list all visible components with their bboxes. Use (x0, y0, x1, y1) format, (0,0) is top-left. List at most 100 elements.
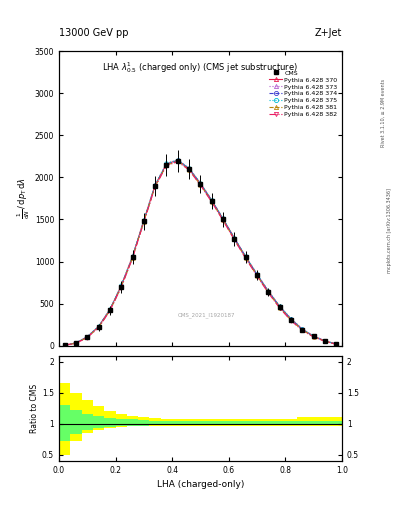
Pythia 6.428 381 (221, 217, 226, 223)
Pythia 6.428 375 (311, 333, 316, 339)
Pythia 6.428 375 (255, 271, 259, 277)
Pythia 6.428 382 (300, 327, 305, 333)
Pythia 6.428 381 (255, 272, 259, 279)
Pythia 6.428 381 (266, 289, 271, 295)
Pythia 6.428 374 (221, 216, 226, 222)
Pythia 6.428 381 (153, 183, 158, 189)
Pythia 6.428 375 (164, 160, 169, 166)
Pythia 6.428 375 (73, 340, 78, 346)
Pythia 6.428 375 (323, 338, 327, 344)
Pythia 6.428 381 (73, 340, 78, 346)
Pythia 6.428 375 (141, 217, 146, 223)
Text: 13000 GeV pp: 13000 GeV pp (59, 28, 129, 38)
Pythia 6.428 373 (96, 324, 101, 330)
Pythia 6.428 370 (334, 341, 339, 347)
Pythia 6.428 375 (300, 326, 305, 332)
Pythia 6.428 381 (300, 327, 305, 333)
Pythia 6.428 370 (221, 216, 226, 222)
Line: Pythia 6.428 382: Pythia 6.428 382 (63, 160, 338, 347)
Pythia 6.428 373 (221, 216, 226, 222)
Pythia 6.428 375 (243, 253, 248, 260)
Pythia 6.428 370 (108, 306, 112, 312)
Pythia 6.428 375 (175, 157, 180, 163)
Pythia 6.428 373 (164, 161, 169, 167)
Pythia 6.428 374 (243, 254, 248, 260)
Legend: CMS, Pythia 6.428 370, Pythia 6.428 373, Pythia 6.428 374, Pythia 6.428 375, Pyt: CMS, Pythia 6.428 370, Pythia 6.428 373,… (268, 69, 339, 119)
Pythia 6.428 375 (266, 288, 271, 294)
Pythia 6.428 373 (209, 198, 214, 204)
Pythia 6.428 373 (108, 307, 112, 313)
Pythia 6.428 381 (311, 334, 316, 340)
Pythia 6.428 375 (62, 342, 67, 348)
Pythia 6.428 374 (323, 338, 327, 344)
Pythia 6.428 370 (85, 334, 90, 340)
Pythia 6.428 370 (243, 253, 248, 260)
Pythia 6.428 381 (277, 305, 282, 311)
Line: Pythia 6.428 374: Pythia 6.428 374 (63, 159, 338, 347)
Pythia 6.428 382 (85, 334, 90, 340)
Pythia 6.428 374 (187, 166, 191, 172)
Pythia 6.428 374 (334, 341, 339, 347)
Pythia 6.428 373 (130, 254, 135, 260)
Pythia 6.428 373 (73, 340, 78, 346)
Pythia 6.428 373 (288, 316, 293, 323)
Pythia 6.428 381 (334, 341, 339, 347)
Pythia 6.428 382 (323, 338, 327, 345)
Pythia 6.428 370 (153, 182, 158, 188)
Pythia 6.428 374 (277, 304, 282, 310)
Pythia 6.428 374 (300, 327, 305, 333)
Pythia 6.428 382 (130, 255, 135, 261)
Pythia 6.428 381 (175, 158, 180, 164)
Pythia 6.428 374 (108, 307, 112, 313)
Pythia 6.428 381 (85, 334, 90, 340)
Line: Pythia 6.428 373: Pythia 6.428 373 (63, 159, 338, 347)
Text: Rivet 3.1.10, ≥ 2.9M events: Rivet 3.1.10, ≥ 2.9M events (381, 78, 386, 147)
Pythia 6.428 373 (232, 236, 237, 242)
Pythia 6.428 373 (141, 218, 146, 224)
Pythia 6.428 382 (164, 163, 169, 169)
Pythia 6.428 370 (164, 161, 169, 167)
Pythia 6.428 381 (108, 307, 112, 313)
Pythia 6.428 382 (73, 340, 78, 347)
Pythia 6.428 374 (266, 289, 271, 295)
Pythia 6.428 375 (187, 165, 191, 171)
Pythia 6.428 381 (164, 162, 169, 168)
Pythia 6.428 370 (73, 340, 78, 346)
Pythia 6.428 374 (255, 272, 259, 278)
Pythia 6.428 370 (277, 303, 282, 309)
Pythia 6.428 381 (119, 284, 123, 290)
Pythia 6.428 375 (96, 323, 101, 329)
Text: mcplots.cern.ch [arXiv:1306.3436]: mcplots.cern.ch [arXiv:1306.3436] (387, 188, 391, 273)
Pythia 6.428 382 (198, 182, 203, 188)
Pythia 6.428 370 (130, 253, 135, 260)
Pythia 6.428 382 (221, 218, 226, 224)
Pythia 6.428 370 (119, 283, 123, 289)
Pythia 6.428 370 (62, 342, 67, 348)
Pythia 6.428 381 (288, 317, 293, 323)
Pythia 6.428 373 (153, 182, 158, 188)
Pythia 6.428 382 (266, 290, 271, 296)
Line: Pythia 6.428 381: Pythia 6.428 381 (63, 159, 338, 347)
Pythia 6.428 381 (198, 182, 203, 188)
Pythia 6.428 381 (130, 254, 135, 261)
Pythia 6.428 374 (96, 324, 101, 330)
Pythia 6.428 381 (187, 166, 191, 173)
Pythia 6.428 373 (255, 272, 259, 278)
Pythia 6.428 382 (153, 184, 158, 190)
Pythia 6.428 374 (119, 283, 123, 289)
Pythia 6.428 375 (334, 341, 339, 347)
Pythia 6.428 382 (175, 159, 180, 165)
Pythia 6.428 382 (311, 334, 316, 340)
Pythia 6.428 370 (96, 324, 101, 330)
Pythia 6.428 375 (130, 253, 135, 259)
Pythia 6.428 375 (277, 303, 282, 309)
Pythia 6.428 381 (323, 338, 327, 344)
Pythia 6.428 374 (85, 334, 90, 340)
Pythia 6.428 370 (323, 338, 327, 344)
Pythia 6.428 381 (62, 342, 67, 348)
Pythia 6.428 375 (85, 334, 90, 340)
Y-axis label: Ratio to CMS: Ratio to CMS (30, 383, 39, 433)
Pythia 6.428 375 (153, 181, 158, 187)
Pythia 6.428 382 (209, 199, 214, 205)
Pythia 6.428 370 (141, 217, 146, 223)
